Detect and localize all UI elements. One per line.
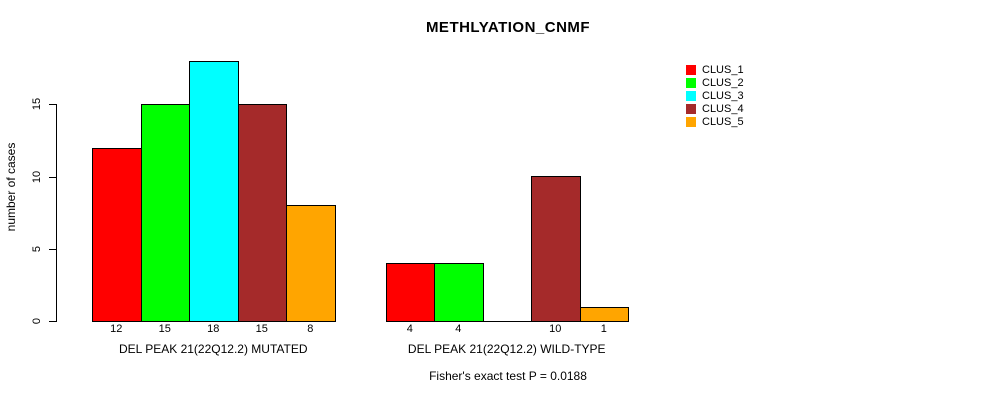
legend-item-clus_3: CLUS_3 xyxy=(686,90,744,102)
bar-clus_3-group1 xyxy=(189,61,239,322)
legend-item-clus_4: CLUS_4 xyxy=(686,103,744,115)
legend-swatch-clus_3 xyxy=(686,91,696,101)
bar-clus_4-group1 xyxy=(237,104,287,322)
bar-value-label: 8 xyxy=(307,323,314,335)
legend-swatch-clus_1 xyxy=(686,65,696,75)
legend-label: CLUS_2 xyxy=(702,77,744,89)
bar-value-label: 15 xyxy=(255,323,268,335)
y-tick-label: 5 xyxy=(31,245,43,252)
bar-value-label: 1 xyxy=(600,323,607,335)
legend-item-clus_5: CLUS_5 xyxy=(686,116,744,128)
bar-clus_2-group2 xyxy=(434,263,484,322)
legend-label: CLUS_3 xyxy=(702,90,744,102)
bar-clus_5-group1 xyxy=(286,205,336,322)
y-tick-mark xyxy=(49,104,56,106)
bar-value-label: 4 xyxy=(406,323,413,335)
legend-swatch-clus_2 xyxy=(686,78,696,88)
group-baseline xyxy=(385,321,629,322)
bar-value-label: 10 xyxy=(549,323,562,335)
bar-value-label: 18 xyxy=(207,323,220,335)
y-tick-mark xyxy=(49,321,56,322)
bar-value-label: 4 xyxy=(455,323,462,335)
bar-clus_1-group2 xyxy=(385,263,435,322)
group-label: DEL PEAK 21(22Q12.2) WILD-TYPE xyxy=(407,342,606,356)
bar-clus_4-group2 xyxy=(531,176,581,322)
legend-swatch-clus_4 xyxy=(686,104,696,114)
y-tick-mark xyxy=(49,176,56,178)
y-tick-mark xyxy=(49,248,56,250)
y-tick-label: 10 xyxy=(31,170,43,183)
legend-swatch-clus_5 xyxy=(686,117,696,127)
legend-label: CLUS_5 xyxy=(702,116,744,128)
bar-value-label: 12 xyxy=(110,323,123,335)
bar-value-label: 15 xyxy=(158,323,171,335)
bar-clus_5-group2 xyxy=(579,307,629,322)
bar-clus_1-group1 xyxy=(92,148,142,322)
y-tick-label: 15 xyxy=(31,98,43,111)
bar-clus_2-group1 xyxy=(140,104,190,322)
group-label: DEL PEAK 21(22Q12.2) MUTATED xyxy=(118,342,308,356)
legend-label: CLUS_1 xyxy=(702,64,744,76)
y-axis-line xyxy=(56,104,57,322)
y-tick-label: 0 xyxy=(31,317,43,325)
chart-title: METHLYATION_CNMF xyxy=(425,19,591,36)
legend-label: CLUS_4 xyxy=(702,103,744,115)
legend-item-clus_2: CLUS_2 xyxy=(686,77,744,89)
legend-item-clus_1: CLUS_1 xyxy=(686,64,744,76)
legend: CLUS_1 CLUS_2 CLUS_3 CLUS_4 CLUS_5 xyxy=(686,65,744,130)
caption-fisher-test: Fisher's exact test P = 0.0188 xyxy=(429,369,587,383)
